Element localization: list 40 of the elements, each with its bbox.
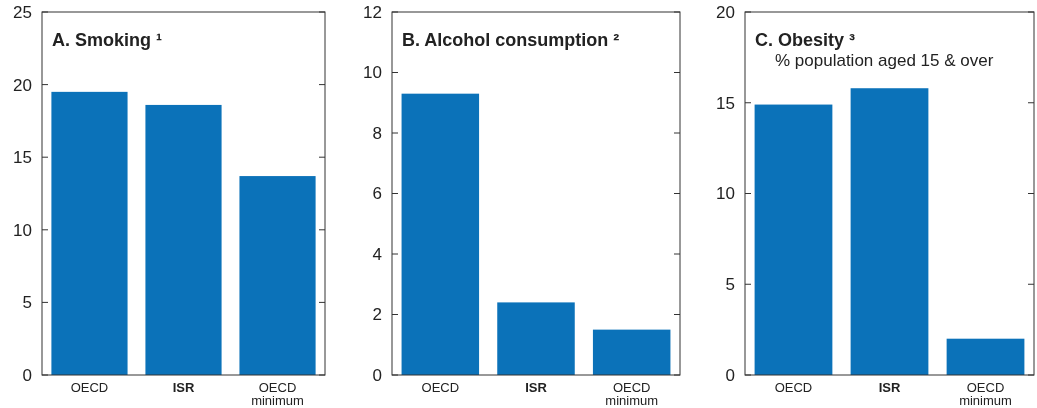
x-tick-label: OECD — [70, 380, 109, 395]
x-tick-label: OECD minimum — [959, 380, 1012, 408]
x-tick-label: ISR — [172, 380, 195, 395]
y-tick-label: 2 — [372, 305, 382, 325]
text: B. Alcohol consumption ² — [402, 30, 620, 50]
x-tick-label: ISR — [878, 380, 901, 395]
y-tick-label: 0 — [372, 365, 382, 385]
bar — [754, 104, 833, 375]
y-tick-label: 10 — [13, 220, 32, 240]
x-tick-label: OECD — [421, 380, 460, 395]
text: C. Obesity ³ — [755, 30, 856, 50]
bar — [51, 91, 128, 375]
y-tick-label: 10 — [363, 63, 382, 83]
y-tick-label: 15 — [13, 148, 32, 168]
bar — [239, 176, 316, 375]
x-tick-label: OECD minimum — [605, 380, 659, 408]
x-tick-label: OECD minimum — [251, 380, 304, 408]
bar — [145, 104, 222, 375]
y-tick-label: 10 — [716, 184, 735, 204]
text: % population aged 15 & over — [775, 50, 994, 70]
y-tick-label: 4 — [372, 244, 382, 264]
y-tick-label: 0 — [725, 365, 735, 385]
y-tick-label: 5 — [22, 293, 32, 313]
y-tick-label: 8 — [372, 123, 382, 143]
y-tick-label: 5 — [725, 275, 735, 295]
x-tick-label: OECD — [774, 380, 813, 395]
y-tick-label: 20 — [716, 2, 735, 22]
x-tick-label: ISR — [525, 380, 548, 395]
text: A. Smoking ¹ — [52, 30, 163, 50]
y-tick-label: 0 — [22, 365, 32, 385]
bar — [946, 338, 1025, 375]
y-tick-label: 25 — [13, 2, 32, 22]
y-tick-label: 15 — [716, 93, 735, 113]
y-tick-label: 20 — [13, 75, 32, 95]
y-tick-label: 12 — [363, 2, 382, 22]
bar — [497, 302, 575, 375]
bar — [592, 329, 671, 375]
y-tick-label: 6 — [372, 184, 382, 204]
bar — [850, 88, 929, 375]
bar — [401, 93, 480, 375]
